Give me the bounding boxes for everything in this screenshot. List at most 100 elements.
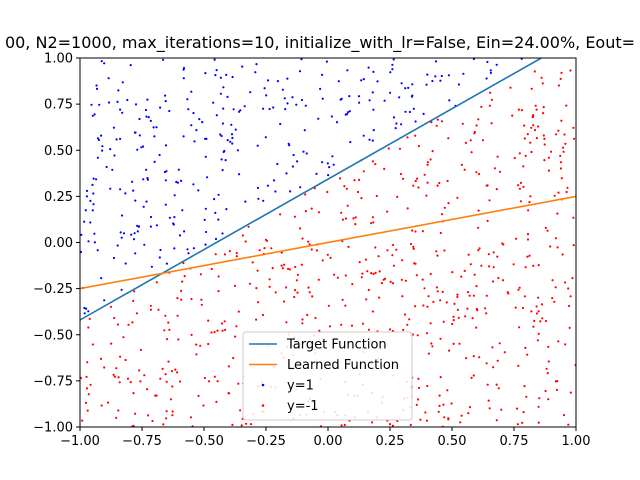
point-y-pos (131, 180, 134, 183)
point-y-pos (226, 139, 229, 142)
point-y-neg (228, 250, 231, 253)
point-y-neg (395, 248, 398, 251)
point-y-neg (435, 286, 438, 289)
point-y-pos (256, 144, 259, 147)
point-y-neg (554, 380, 558, 383)
point-y-pos (103, 62, 106, 65)
point-y-neg (526, 133, 529, 136)
point-y-neg (572, 137, 576, 140)
point-y-neg (117, 376, 120, 379)
point-y-pos (222, 107, 225, 110)
point-y-neg (445, 301, 448, 304)
point-y-neg (475, 285, 478, 288)
point-y-neg (463, 168, 466, 171)
point-y-neg (547, 360, 550, 363)
point-y-pos (103, 299, 106, 302)
point-y-pos (238, 110, 241, 113)
point-y-pos (236, 149, 239, 152)
point-y-pos (472, 58, 475, 61)
point-y-pos (447, 74, 450, 77)
point-y-neg (424, 411, 427, 414)
point-y-neg (571, 277, 574, 280)
point-y-neg (213, 331, 216, 334)
point-y-neg (530, 150, 533, 154)
point-y-neg (301, 318, 304, 321)
point-y-neg (426, 305, 429, 308)
x-tick-label: 0.25 (376, 434, 405, 449)
point-y-neg (263, 247, 266, 250)
point-y-pos (221, 232, 224, 235)
point-y-pos (389, 91, 392, 94)
point-y-neg (279, 213, 282, 216)
point-y-neg (435, 250, 438, 253)
point-y-pos (144, 108, 148, 112)
point-y-neg (518, 152, 521, 155)
point-y-pos (164, 94, 167, 97)
point-y-pos (91, 114, 94, 117)
point-y-pos (232, 108, 235, 111)
point-y-pos (168, 109, 171, 113)
point-y-neg (295, 279, 298, 282)
point-y-pos (93, 241, 96, 244)
point-y-pos (193, 140, 196, 143)
point-y-neg (447, 137, 450, 140)
legend-y-neg-label: y=-1 (287, 399, 319, 414)
point-y-neg (286, 267, 290, 270)
point-y-neg (358, 178, 361, 181)
point-y-pos (392, 116, 396, 119)
point-y-neg (429, 322, 432, 325)
point-y-pos (231, 75, 234, 79)
point-y-neg (306, 313, 309, 317)
point-y-neg (426, 384, 429, 388)
point-y-neg (542, 112, 545, 115)
point-y-pos (295, 103, 298, 106)
point-y-neg (480, 264, 483, 267)
point-y-neg (169, 398, 173, 401)
point-y-neg (533, 129, 537, 132)
point-y-neg (341, 298, 344, 301)
point-y-pos (111, 168, 114, 171)
point-y-neg (526, 255, 529, 258)
point-y-pos (142, 205, 145, 208)
point-y-pos (315, 172, 318, 175)
point-y-neg (391, 424, 394, 427)
point-y-neg (566, 186, 569, 189)
point-y-pos (217, 218, 220, 221)
point-y-pos (95, 178, 98, 181)
point-y-pos (173, 247, 176, 250)
point-y-neg (183, 275, 186, 278)
point-y-pos (112, 256, 116, 260)
point-y-neg (91, 343, 94, 346)
point-y-pos (204, 72, 207, 75)
point-y-neg (556, 246, 559, 249)
point-y-pos (300, 98, 303, 102)
point-y-neg (116, 323, 120, 326)
point-y-pos (292, 153, 295, 157)
point-y-neg (374, 246, 377, 249)
point-y-neg (477, 249, 480, 252)
point-y-neg (442, 320, 445, 323)
point-y-neg (308, 243, 311, 246)
point-y-pos (138, 134, 141, 137)
point-y-pos (120, 236, 123, 239)
point-y-neg (268, 285, 271, 288)
point-y-neg (493, 167, 496, 170)
point-y-neg (414, 179, 417, 183)
point-y-pos (213, 58, 216, 61)
point-y-neg (523, 137, 526, 140)
point-y-neg (562, 150, 565, 153)
point-y-pos (119, 188, 122, 191)
point-y-neg (565, 104, 568, 107)
point-y-neg (115, 416, 118, 419)
point-y-neg (138, 369, 141, 372)
point-y-neg (456, 293, 459, 296)
point-y-neg (472, 355, 475, 358)
point-y-neg (498, 170, 502, 173)
point-y-pos (321, 97, 324, 100)
point-y-pos (241, 65, 244, 68)
point-y-neg (532, 114, 535, 117)
point-y-neg (232, 356, 235, 360)
point-y-pos (204, 155, 207, 158)
point-y-neg (529, 195, 532, 198)
point-y-pos (391, 68, 394, 71)
